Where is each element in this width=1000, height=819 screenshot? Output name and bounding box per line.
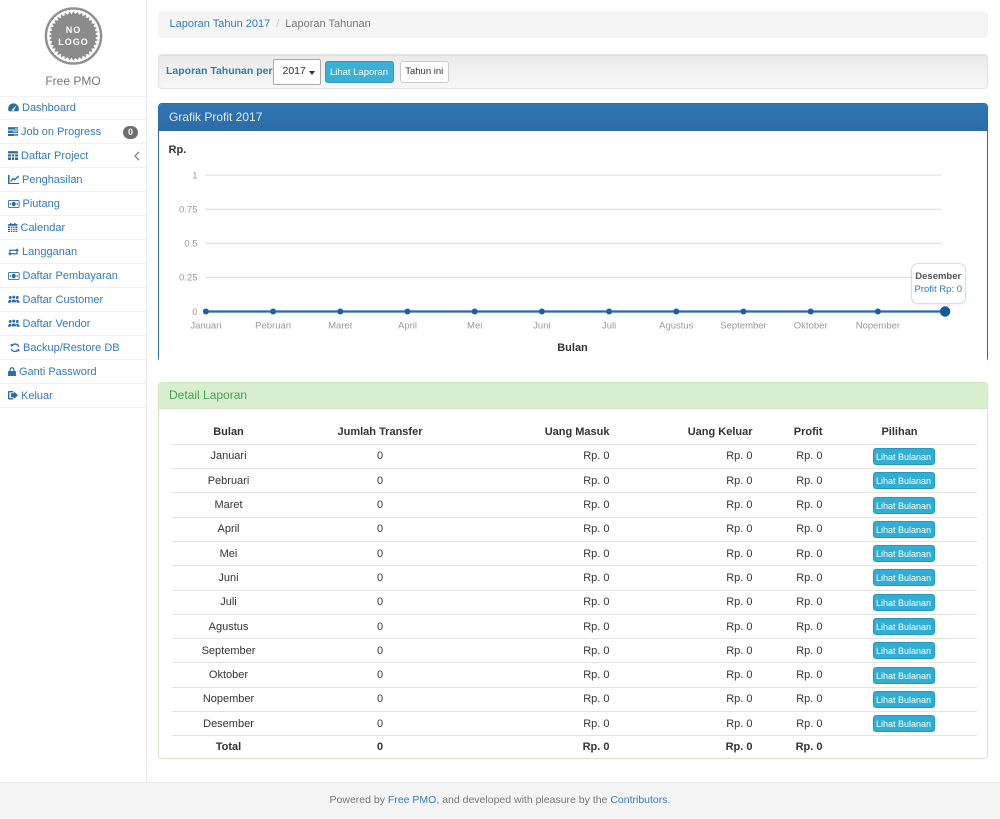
svg-text:Juni: Juni [533, 321, 550, 332]
svg-text:NO: NO [66, 25, 82, 35]
svg-text:Juli: Juli [602, 321, 616, 332]
svg-text:0.75: 0.75 [179, 205, 198, 216]
svg-text:Rp.: Rp. [169, 144, 187, 156]
svg-text:April: April [398, 321, 417, 332]
svg-text:Agustus: Agustus [659, 321, 694, 332]
svg-text:Pebruari: Pebruari [255, 321, 291, 332]
svg-text:Maret: Maret [328, 321, 353, 332]
svg-text:Januari: Januari [190, 321, 221, 332]
svg-text:Oktober: Oktober [794, 321, 828, 332]
svg-text:Nopember: Nopember [856, 321, 900, 332]
svg-text:1: 1 [192, 170, 197, 181]
svg-text:0.25: 0.25 [179, 273, 198, 284]
svg-text:September: September [720, 321, 766, 332]
svg-text:0: 0 [192, 307, 197, 318]
svg-text:LOGO: LOGO [58, 37, 89, 47]
svg-text:Bulan: Bulan [557, 342, 588, 354]
svg-text:0.5: 0.5 [184, 239, 197, 250]
svg-text:Mei: Mei [467, 321, 482, 332]
